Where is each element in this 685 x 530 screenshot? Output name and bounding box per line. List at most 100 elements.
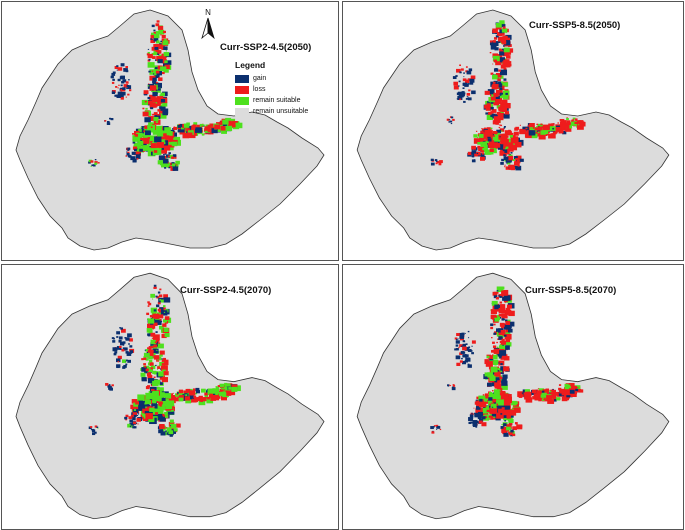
habitat-pixel	[138, 140, 144, 145]
habitat-pixel	[505, 34, 512, 40]
habitat-pixel	[118, 339, 122, 343]
habitat-pixel	[118, 336, 123, 340]
habitat-pixel	[165, 60, 172, 65]
habitat-pixel	[463, 340, 466, 343]
habitat-pixel	[495, 95, 500, 99]
habitat-pixel	[127, 147, 131, 150]
habitat-pixel	[496, 399, 504, 406]
habitat-pixel	[489, 415, 492, 418]
habitat-pixel	[484, 395, 493, 403]
habitat-pixel	[143, 352, 150, 358]
habitat-pixel	[117, 87, 119, 89]
habitat-pixel	[150, 38, 152, 40]
habitat-pixel	[572, 117, 576, 120]
habitat-pixel	[499, 340, 503, 344]
habitat-pixel	[556, 397, 561, 401]
habitat-pixel	[224, 382, 228, 386]
habitat-pixel	[193, 122, 198, 126]
habitat-pixel	[162, 323, 167, 327]
habitat-pixel	[139, 148, 143, 152]
habitat-pixel	[133, 137, 139, 142]
habitat-pixel	[144, 365, 147, 368]
habitat-pixel	[492, 41, 499, 46]
habitat-pixel	[438, 163, 442, 166]
habitat-pixel	[504, 420, 507, 422]
habitat-pixel	[503, 366, 510, 372]
habitat-pixel	[490, 111, 494, 114]
habitat-pixel	[229, 390, 236, 396]
habitat-pixel	[457, 96, 463, 100]
habitat-pixel	[135, 401, 139, 405]
habitat-pixel	[145, 413, 153, 420]
habitat-pixel	[235, 122, 243, 129]
habitat-pixel	[172, 392, 174, 394]
habitat-pixel	[144, 117, 151, 123]
habitat-pixel	[127, 154, 131, 158]
habitat-pixel	[484, 406, 487, 408]
habitat-pixel	[96, 426, 99, 429]
habitat-pixel	[430, 162, 435, 166]
habitat-pixel	[499, 376, 503, 380]
habitat-pixel	[154, 33, 160, 39]
habitat-pixel	[498, 107, 504, 112]
habitat-pixel	[219, 121, 222, 124]
habitat-pixel	[476, 152, 479, 154]
habitat-pixel	[571, 386, 578, 391]
habitat-pixel	[147, 318, 155, 324]
habitat-pixel	[209, 392, 215, 397]
habitat-pixel	[449, 120, 453, 123]
habitat-pixel	[148, 70, 151, 73]
habitat-pixel	[505, 403, 507, 406]
habitat-pixel	[158, 402, 162, 406]
habitat-pixel	[122, 366, 126, 369]
habitat-pixel	[159, 392, 165, 397]
habitat-pixel	[489, 403, 492, 406]
habitat-pixel	[486, 409, 490, 413]
habitat-pixel	[495, 403, 499, 406]
habitat-pixel	[162, 406, 167, 411]
habitat-pixel	[121, 328, 126, 333]
habitat-pixel	[207, 388, 214, 394]
habitat-pixel	[153, 287, 156, 289]
habitat-pixel	[506, 323, 512, 329]
habitat-pixel	[195, 392, 198, 395]
habitat-pixel	[493, 348, 501, 354]
habitat-pixel	[510, 145, 518, 151]
habitat-pixel	[504, 302, 506, 304]
habitat-pixel	[540, 392, 547, 398]
habitat-pixel	[459, 71, 462, 74]
habitat-pixel	[479, 398, 483, 402]
habitat-pixel	[156, 296, 160, 299]
habitat-pixel	[116, 69, 118, 71]
habitat-pixel	[161, 362, 166, 366]
habitat-pixel	[471, 149, 474, 151]
habitat-pixel	[493, 332, 497, 335]
habitat-pixel	[154, 47, 159, 50]
habitat-pixel	[503, 126, 506, 128]
habitat-pixel	[498, 313, 503, 317]
habitat-pixel	[168, 430, 173, 435]
habitat-pixel	[159, 416, 166, 422]
habitat-pixel	[472, 422, 478, 427]
habitat-pixel	[144, 402, 147, 405]
habitat-pixel	[171, 163, 176, 167]
habitat-pixel	[156, 409, 160, 412]
map-panel-3: Curr-SSP2-4.5(2070)	[1, 264, 339, 530]
habitat-pixel	[161, 130, 169, 136]
habitat-pixel	[508, 63, 512, 67]
habitat-pixel	[501, 318, 505, 321]
habitat-pixel	[572, 119, 574, 121]
habitat-pixel	[144, 370, 148, 374]
habitat-pixel	[492, 81, 496, 84]
habitat-pixel	[464, 354, 467, 356]
habitat-pixel	[436, 428, 438, 430]
habitat-pixel	[151, 38, 153, 40]
habitat-pixel	[501, 384, 508, 390]
habitat-pixel	[495, 377, 500, 381]
habitat-pixel	[90, 165, 92, 167]
habitat-pixel	[151, 346, 154, 349]
habitat-pixel	[487, 89, 495, 95]
habitat-pixel	[468, 417, 474, 422]
habitat-pixel	[508, 432, 513, 436]
map-1	[15, 9, 325, 251]
